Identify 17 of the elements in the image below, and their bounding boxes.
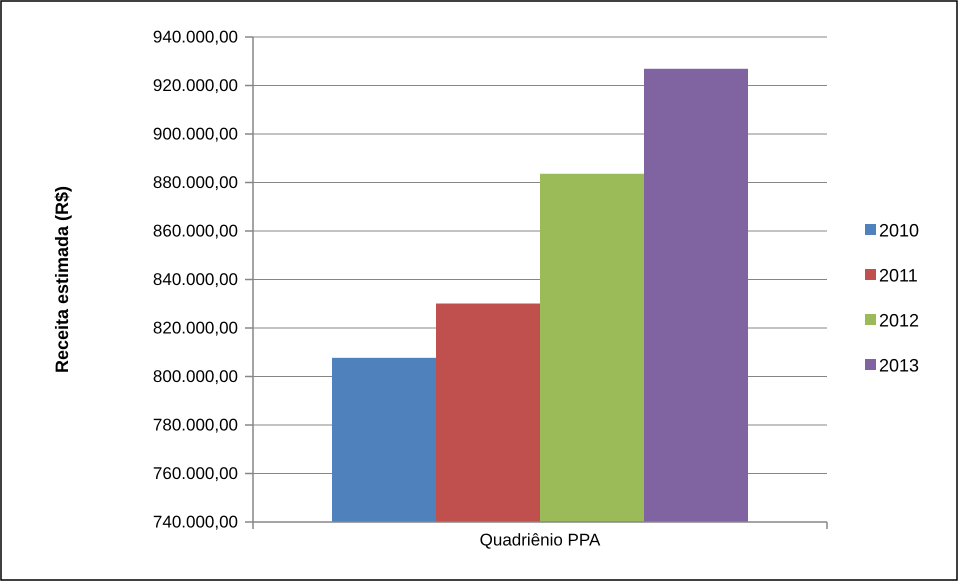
- y-tick-label: 920.000,00: [152, 76, 238, 95]
- y-tick-label: 840.000,00: [152, 270, 238, 289]
- y-tick-label: 740.000,00: [152, 512, 238, 532]
- legend-label: 2013: [879, 355, 920, 376]
- y-tick-label: 780.000,00: [152, 415, 238, 434]
- legend-label: 2010: [879, 220, 920, 240]
- x-tick-label: Quadriênio PPA: [480, 530, 601, 550]
- legend-label: 2011: [879, 265, 918, 286]
- y-tick-label: 900.000,00: [152, 124, 238, 144]
- y-tick-label: 800.000,00: [152, 366, 238, 386]
- y-tick-label: 940.000,00: [152, 27, 238, 46]
- y-tick-label: 820.000,00: [152, 318, 238, 338]
- legend-label: 2012: [879, 310, 920, 330]
- y-axis-title: Receita estimada (R$): [52, 186, 72, 374]
- y-tick-label: 880.000,00: [152, 172, 238, 192]
- y-tick-label: 760.000,00: [152, 464, 238, 483]
- y-tick-label: 860.000,00: [152, 221, 238, 240]
